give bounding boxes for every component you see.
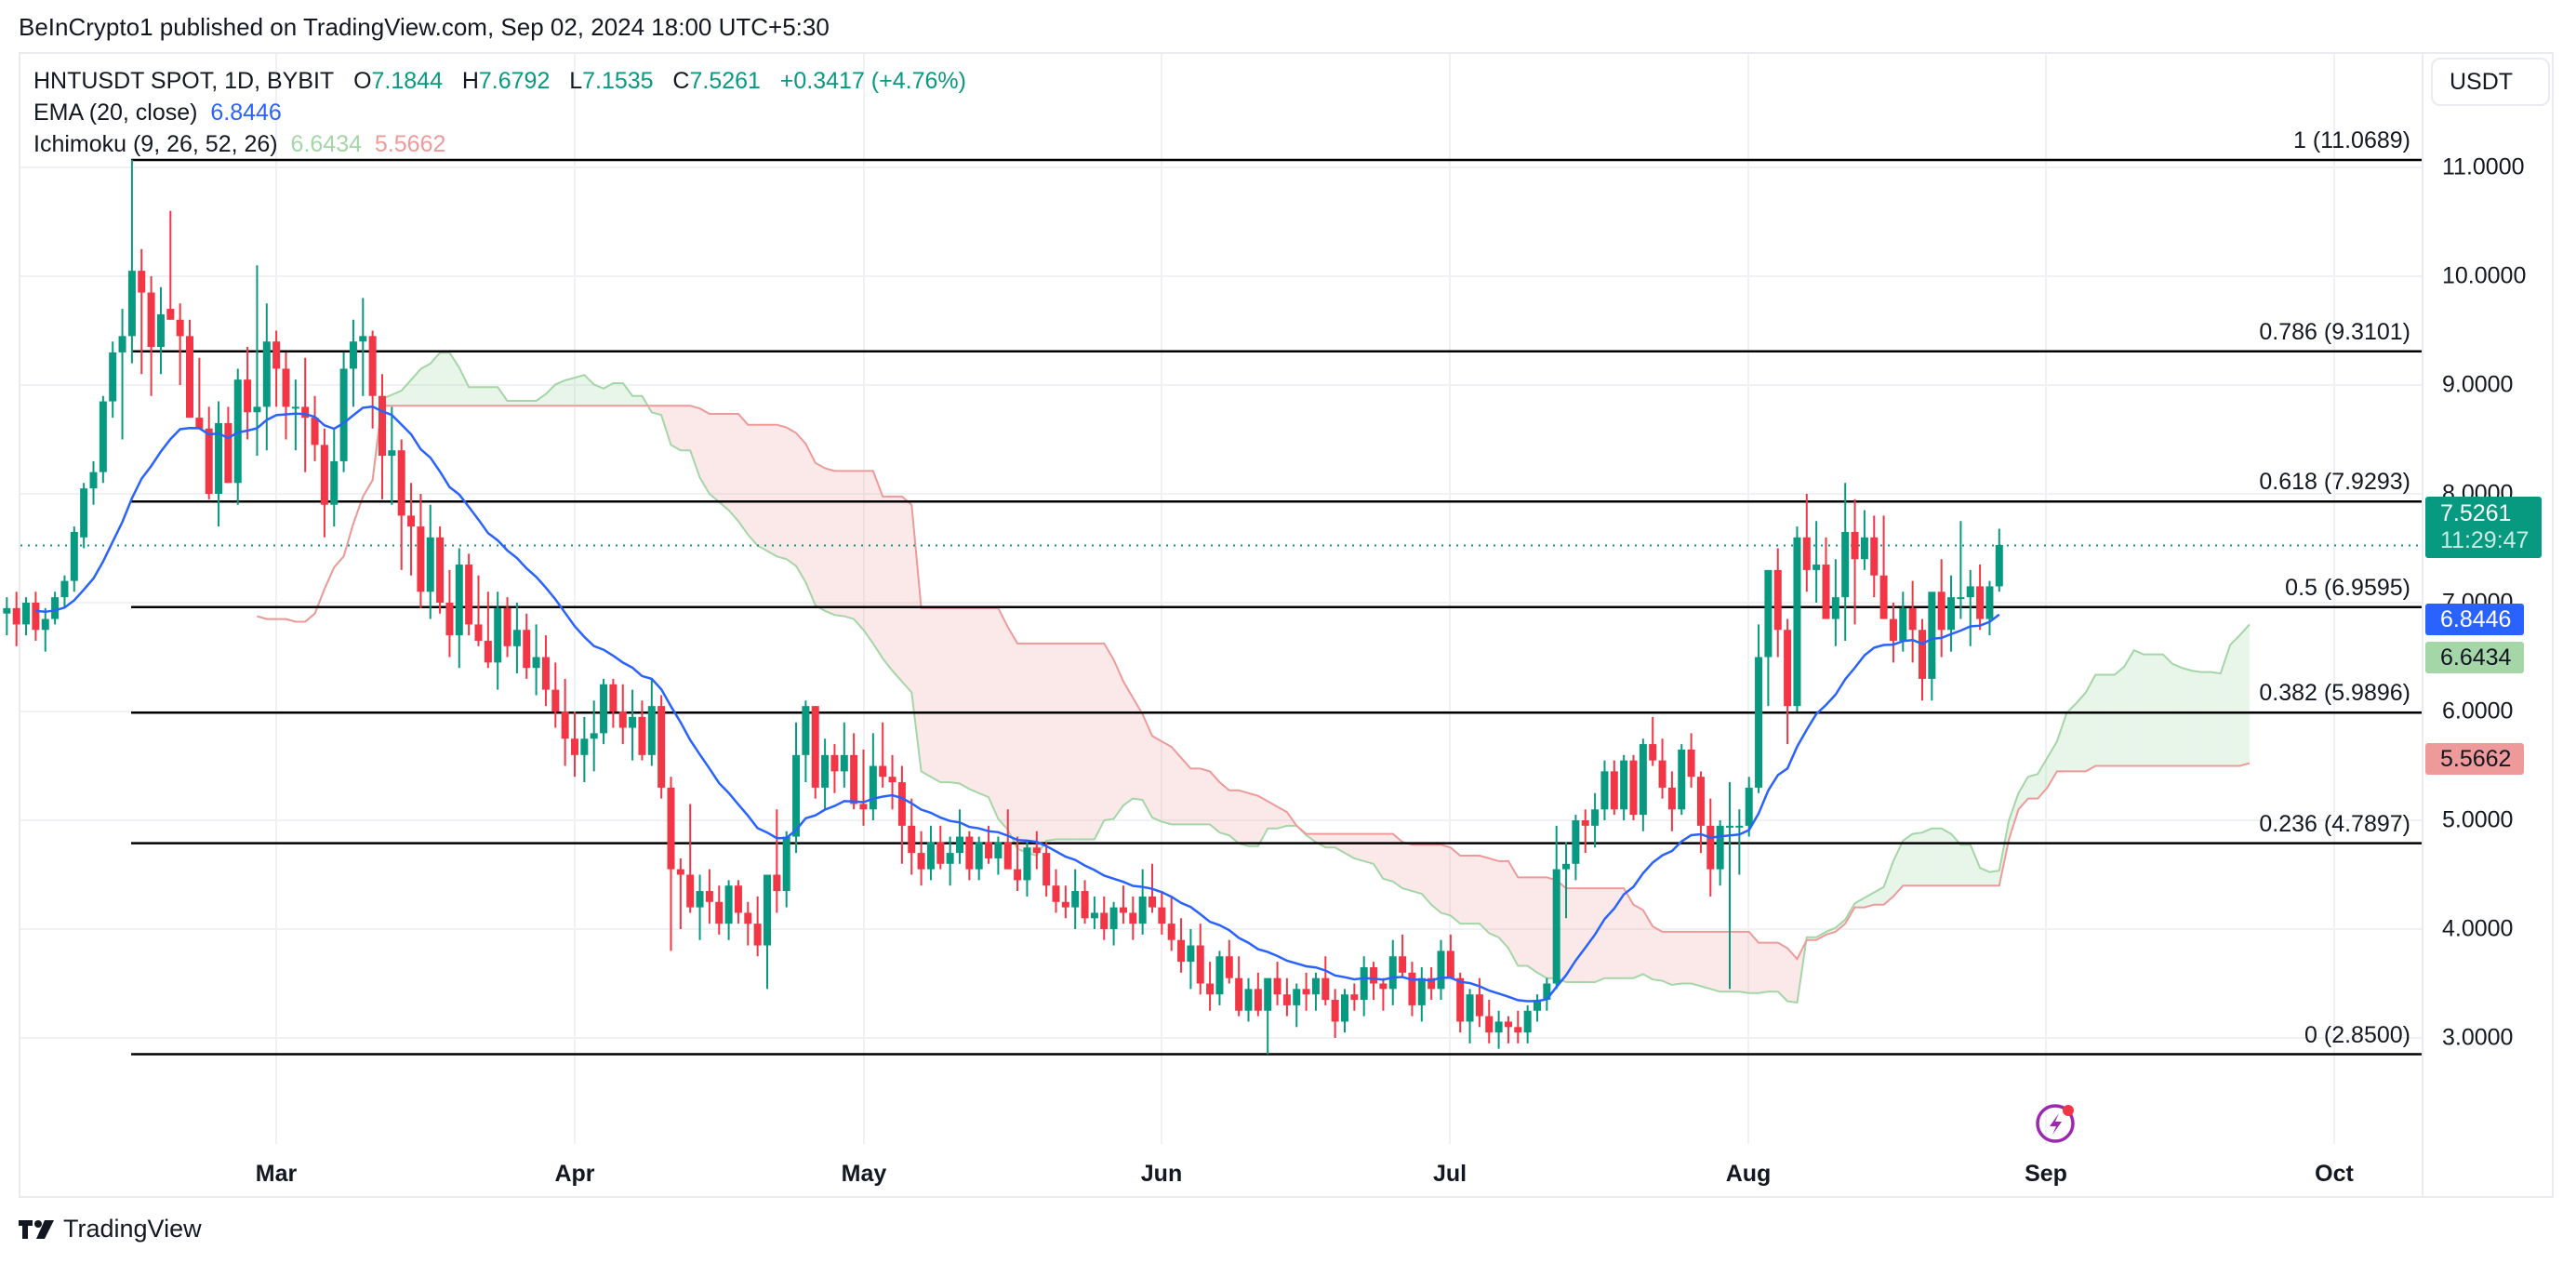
month-label-oct: Oct <box>2315 1161 2354 1187</box>
month-label-may: May <box>841 1161 887 1187</box>
month-label-apr: Apr <box>554 1161 595 1187</box>
low-label: L <box>569 68 583 94</box>
month-label-sep: Sep <box>2025 1161 2067 1187</box>
symbol-name: HNTUSDT SPOT, 1D, BYBIT <box>33 68 335 94</box>
month-label-jul: Jul <box>1432 1161 1467 1187</box>
ichimoku-label: Ichimoku (9, 26, 52, 26) <box>33 131 278 157</box>
ema-line <box>35 405 2000 1003</box>
high-value: 7.6792 <box>478 68 551 94</box>
ichimoku-span-b-value: 5.5662 <box>374 131 446 157</box>
bar-countdown: 11:29:47 <box>2440 526 2530 553</box>
fib-label-0.236: 0.236 (4.7897) <box>2259 810 2410 837</box>
published-caption: BeInCrypto1 published on TradingView.com… <box>19 13 830 41</box>
change-value: +0.3417 (+4.76%) <box>779 68 966 94</box>
legend-symbol-row[interactable]: HNTUSDT SPOT, 1D, BYBIT O7.1844 H7.6792 … <box>33 65 966 97</box>
price-tick: 10.0000 <box>2442 262 2527 289</box>
span-b-price-tag: 5.5662 <box>2425 742 2525 775</box>
fibonacci-lines[interactable] <box>131 158 2422 1056</box>
lightning-event-icon[interactable] <box>2036 1104 2075 1143</box>
price-tick: 5.0000 <box>2442 806 2514 833</box>
last-price-value: 7.5261 <box>2440 499 2512 526</box>
open-label: O <box>353 68 372 94</box>
month-label-jun: Jun <box>1140 1161 1183 1187</box>
candles <box>3 159 2003 1055</box>
last-price-tag: 7.5261 11:29:47 <box>2425 496 2543 558</box>
fib-label-0.618: 0.618 (7.9293) <box>2259 469 2410 496</box>
legend-ichimoku-row[interactable]: Ichimoku (9, 26, 52, 26) 6.6434 5.5662 <box>33 128 966 160</box>
price-tick: 9.0000 <box>2442 371 2514 398</box>
chart-legend: HNTUSDT SPOT, 1D, BYBIT O7.1844 H7.6792 … <box>33 65 966 160</box>
ichimoku-span-a-value: 6.6434 <box>290 131 363 157</box>
tradingview-brand: TradingView <box>63 1215 202 1243</box>
tradingview-logo-icon <box>19 1219 54 1239</box>
span-a-price-tag: 6.6434 <box>2425 642 2525 674</box>
fib-label-1: 1 (11.0689) <box>2292 126 2410 153</box>
ema-label: EMA (20, close) <box>33 100 198 126</box>
close-value: 7.5261 <box>689 68 761 94</box>
month-label-aug: Aug <box>1725 1161 1772 1187</box>
ema-value: 6.8446 <box>210 100 282 126</box>
close-label: C <box>672 68 690 94</box>
price-tick: 6.0000 <box>2442 698 2514 725</box>
legend-ema-row[interactable]: EMA (20, close) 6.8446 <box>33 97 966 128</box>
chart-frame <box>19 52 2554 1198</box>
open-value: 7.1844 <box>371 68 443 94</box>
fib-label-0.786: 0.786 (9.3101) <box>2259 318 2410 345</box>
currency-unit-button[interactable]: USDT <box>2431 58 2550 106</box>
low-value: 7.1535 <box>582 68 654 94</box>
price-axis-separator <box>2422 52 2423 1198</box>
price-tick: 4.0000 <box>2442 915 2514 942</box>
high-label: H <box>461 68 479 94</box>
fib-label-0.382: 0.382 (5.9896) <box>2259 680 2410 707</box>
fib-label-0.5: 0.5 (6.9595) <box>2285 574 2410 601</box>
price-tick: 3.0000 <box>2442 1024 2514 1051</box>
fib-label-0: 0 (2.8500) <box>2304 1021 2410 1048</box>
ema-price-tag: 6.8446 <box>2425 604 2525 636</box>
month-label-mar: Mar <box>255 1161 298 1187</box>
price-tick: 11.0000 <box>2442 153 2525 180</box>
tradingview-logo[interactable]: TradingView <box>19 1215 202 1243</box>
